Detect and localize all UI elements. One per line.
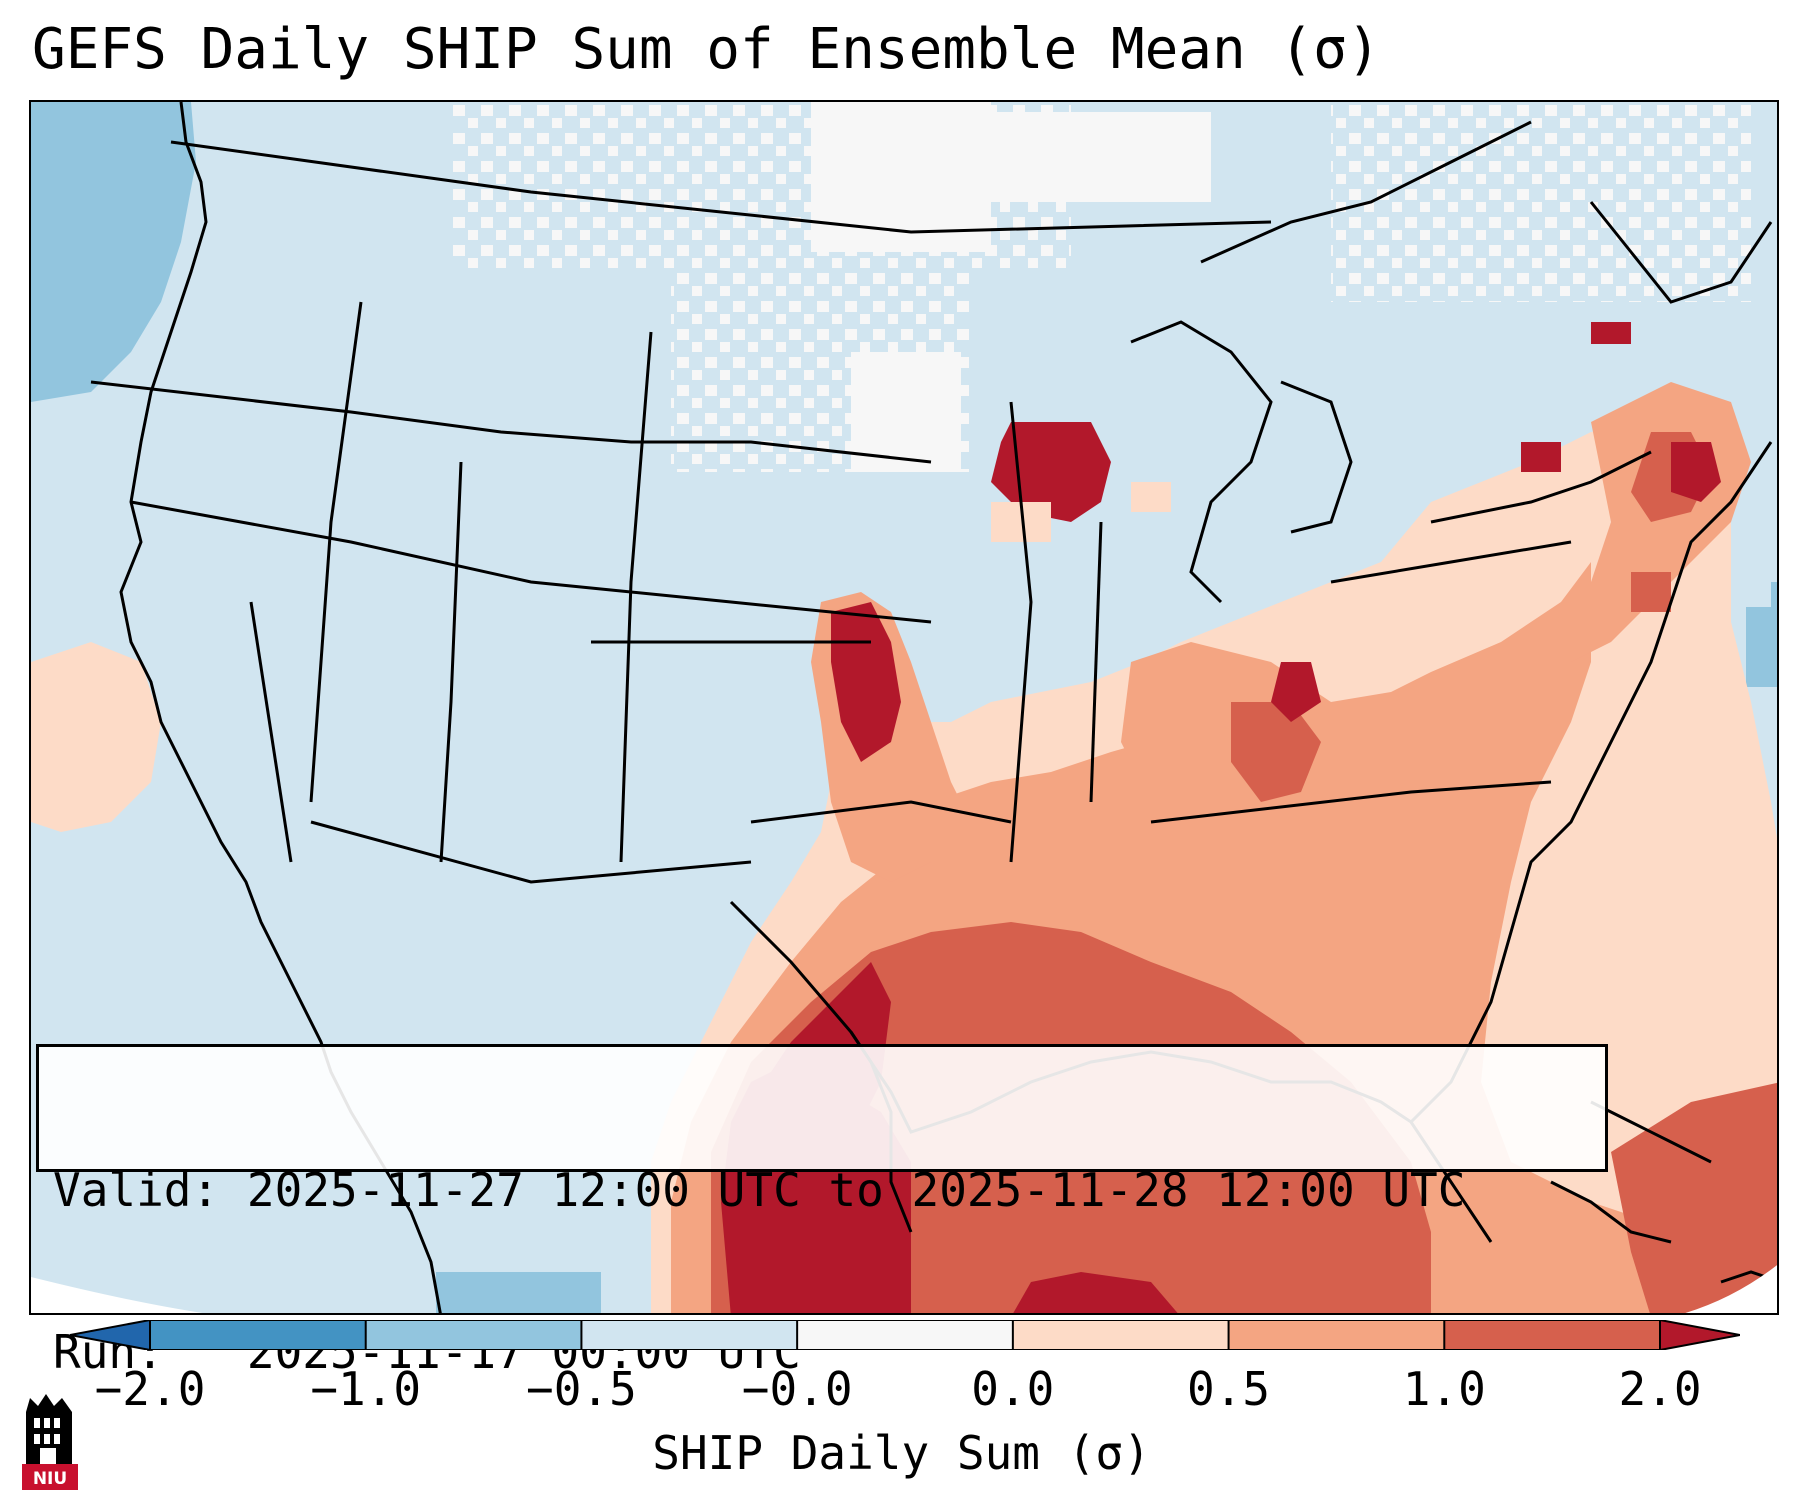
colorbar-segment — [1012, 1320, 1230, 1350]
valid-row: Valid: 2025-11-27 12:00 UTC to 2025-11-2… — [53, 1163, 1591, 1217]
valid-value: 2025-11-27 12:00 UTC to 2025-11-28 12:00… — [246, 1163, 1466, 1217]
colorbar — [70, 1320, 1740, 1350]
colorbar-segment — [1228, 1320, 1445, 1350]
colorbar-label: SHIP Daily Sum (σ) — [652, 1426, 1151, 1480]
colorbar-tick-label: 0.5 — [1187, 1362, 1271, 1416]
colorbar-extend-low — [70, 1320, 150, 1350]
pacific-positive-patch — [31, 642, 161, 832]
colorbar-segment — [581, 1320, 798, 1350]
validity-info-box: Valid: 2025-11-27 12:00 UTC to 2025-11-2… — [36, 1044, 1608, 1379]
niu-logo: NIU — [22, 1394, 78, 1490]
map-title: GEFS Daily SHIP Sum of Ensemble Mean (σ) — [32, 17, 1381, 82]
colorbar-tick-label: 0.0 — [971, 1362, 1055, 1416]
colorbar-tick-label: −1.0 — [310, 1362, 422, 1416]
colorbar-extend-high — [1660, 1320, 1740, 1350]
pacific-negative-region — [31, 102, 1777, 1313]
northern-near-zero-region — [451, 102, 1751, 472]
colorbar-tick-label: −0.5 — [526, 1362, 637, 1416]
colorbar-tick-label: −0.0 — [741, 1362, 853, 1416]
southeast-positive-band — [1121, 642, 1351, 822]
colorbar-tick-label: 2.0 — [1618, 1362, 1702, 1416]
colorbar-segment — [150, 1320, 367, 1350]
colorbar-segment — [365, 1320, 582, 1350]
svg-text:NIU: NIU — [33, 1469, 67, 1489]
map-corner-right — [1685, 1265, 1777, 1313]
valid-label: Valid: — [53, 1163, 220, 1217]
colorbar-tick-label: 1.0 — [1402, 1362, 1486, 1416]
colorbar-segment — [1444, 1320, 1661, 1350]
map-corner-left — [31, 1277, 203, 1313]
colorbar-segment — [797, 1320, 1014, 1350]
colorbar-tick-label: −2.0 — [94, 1362, 206, 1416]
northeast-positive-region — [1521, 322, 1751, 662]
